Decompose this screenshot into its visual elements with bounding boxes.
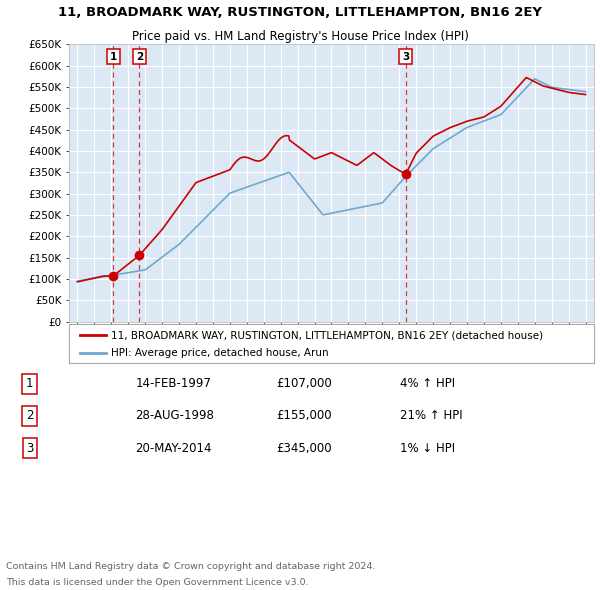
Text: HPI: Average price, detached house, Arun: HPI: Average price, detached house, Arun: [111, 348, 329, 358]
Text: 1: 1: [26, 378, 33, 391]
Text: 1: 1: [110, 52, 117, 62]
Text: 2: 2: [136, 52, 143, 62]
Text: 2: 2: [26, 409, 33, 422]
Text: 1% ↓ HPI: 1% ↓ HPI: [400, 441, 455, 454]
Text: 14-FEB-1997: 14-FEB-1997: [136, 378, 211, 391]
Text: 21% ↑ HPI: 21% ↑ HPI: [400, 409, 463, 422]
Text: £345,000: £345,000: [277, 441, 332, 454]
Text: 3: 3: [26, 441, 33, 454]
Text: 4% ↑ HPI: 4% ↑ HPI: [400, 378, 455, 391]
Text: 28-AUG-1998: 28-AUG-1998: [136, 409, 214, 422]
Text: 11, BROADMARK WAY, RUSTINGTON, LITTLEHAMPTON, BN16 2EY: 11, BROADMARK WAY, RUSTINGTON, LITTLEHAM…: [58, 6, 542, 19]
Text: 11, BROADMARK WAY, RUSTINGTON, LITTLEHAMPTON, BN16 2EY (detached house): 11, BROADMARK WAY, RUSTINGTON, LITTLEHAM…: [111, 330, 543, 340]
Text: £155,000: £155,000: [277, 409, 332, 422]
Text: Contains HM Land Registry data © Crown copyright and database right 2024.: Contains HM Land Registry data © Crown c…: [6, 562, 376, 571]
Text: 20-MAY-2014: 20-MAY-2014: [136, 441, 212, 454]
Text: £107,000: £107,000: [277, 378, 332, 391]
Text: 3: 3: [402, 52, 409, 62]
Text: This data is licensed under the Open Government Licence v3.0.: This data is licensed under the Open Gov…: [6, 578, 308, 588]
Text: Price paid vs. HM Land Registry's House Price Index (HPI): Price paid vs. HM Land Registry's House …: [131, 30, 469, 43]
